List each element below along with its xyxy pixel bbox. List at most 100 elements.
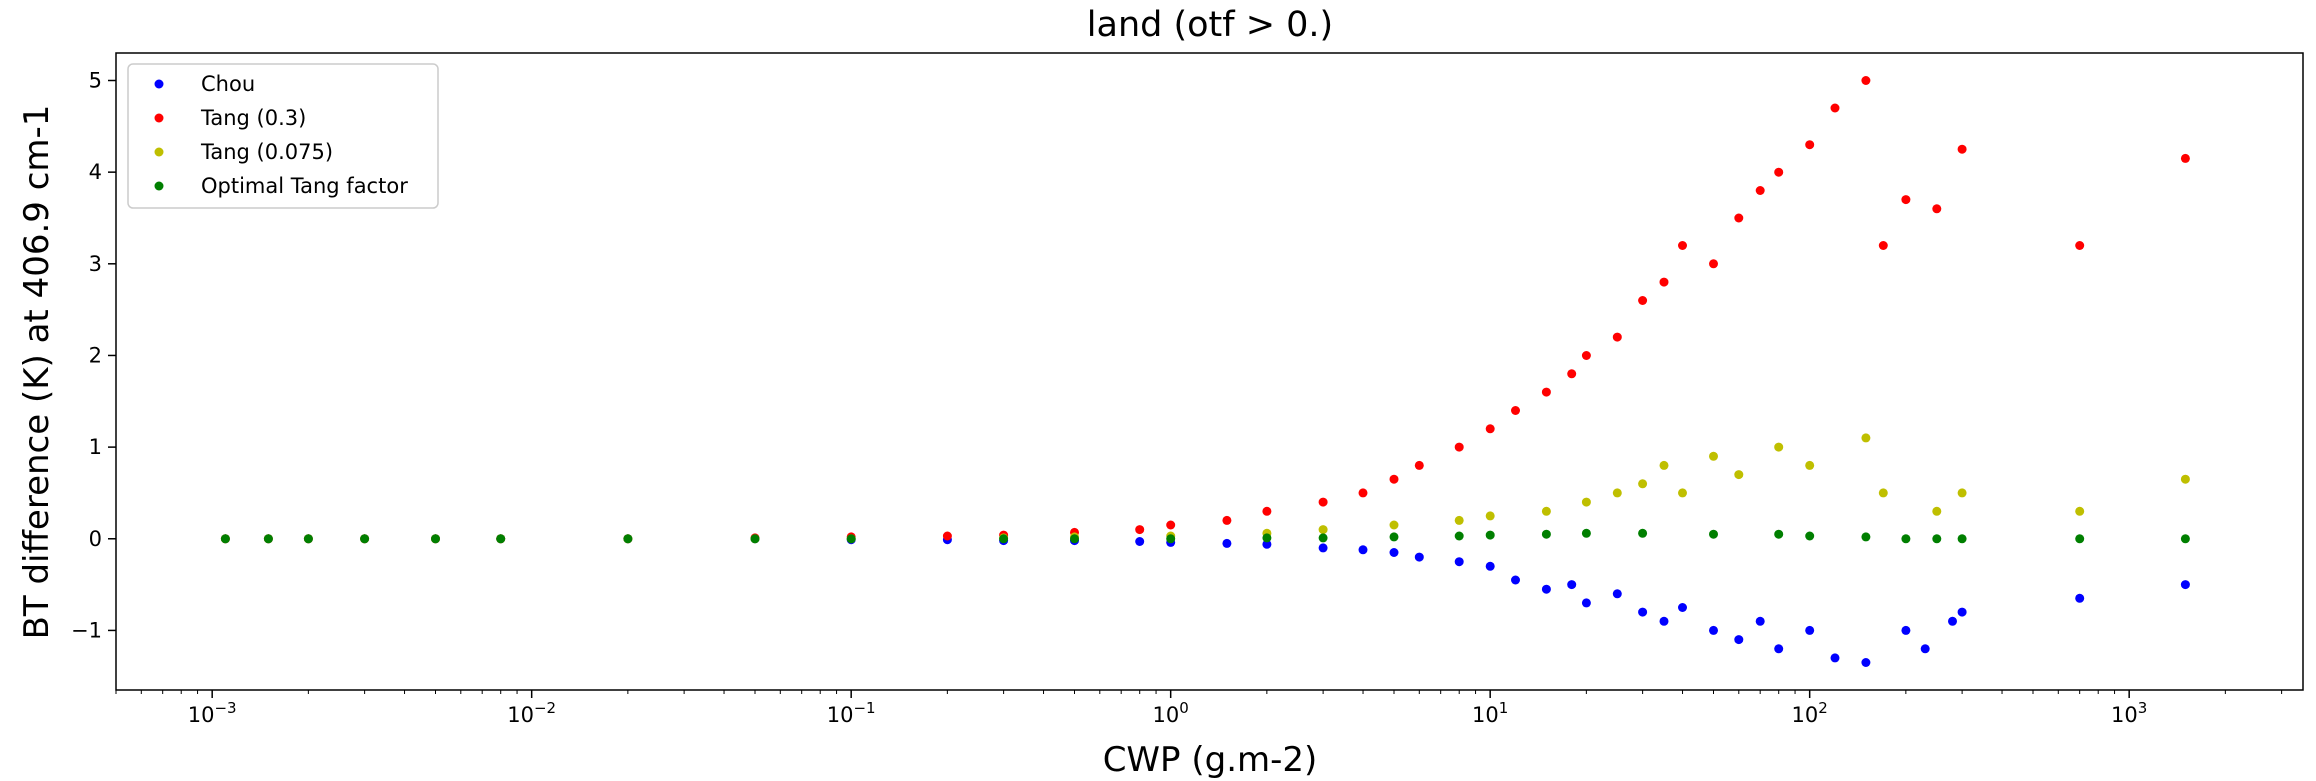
data-point — [1901, 195, 1911, 205]
legend-marker — [154, 113, 164, 123]
data-point — [1567, 369, 1577, 379]
legend-label: Tang (0.075) — [200, 140, 333, 164]
data-point — [1511, 406, 1520, 415]
data-point — [1541, 529, 1551, 539]
data-point — [1932, 204, 1942, 214]
data-point — [220, 534, 230, 544]
data-point — [1318, 497, 1328, 507]
legend-marker — [154, 79, 164, 89]
data-point — [1358, 488, 1368, 498]
data-point — [1389, 548, 1399, 557]
data-point — [1358, 545, 1368, 555]
data-point — [1678, 241, 1687, 250]
data-point — [431, 534, 440, 544]
data-point — [1581, 351, 1591, 360]
data-point — [1774, 644, 1784, 654]
data-point — [1659, 460, 1669, 470]
data-point — [1541, 387, 1551, 397]
data-point — [2180, 153, 2190, 163]
chart-title: land (otf > 0.) — [1087, 5, 1333, 45]
data-point — [1957, 607, 1967, 617]
data-point — [942, 531, 952, 541]
data-point — [1957, 534, 1967, 544]
data-point — [1485, 530, 1495, 540]
data-point — [1070, 534, 1079, 544]
y-tick-label: 0 — [89, 527, 102, 551]
data-point — [1581, 528, 1591, 538]
data-point — [263, 534, 273, 544]
x-axis-label: CWP (g.m-2) — [1103, 740, 1318, 780]
data-point — [1774, 167, 1784, 177]
data-point — [1755, 616, 1765, 626]
data-point — [1830, 103, 1840, 113]
data-point — [1932, 506, 1942, 516]
data-point — [2180, 474, 2190, 484]
x-axis: 10−3 10−2 10−1 100 101 102 103 — [115, 690, 2283, 727]
data-point — [1485, 561, 1495, 571]
data-point — [303, 534, 313, 544]
data-point — [1638, 607, 1648, 617]
data-point — [623, 534, 633, 544]
data-point — [2075, 534, 2085, 544]
data-point — [1262, 539, 1272, 549]
data-point — [1454, 557, 1464, 567]
data-point — [1318, 525, 1328, 535]
data-point — [1318, 533, 1328, 543]
data-point — [1861, 532, 1871, 542]
data-point — [1612, 488, 1622, 498]
data-points — [220, 76, 2190, 667]
data-point — [1389, 520, 1399, 530]
data-point — [1805, 625, 1815, 635]
data-point — [1135, 537, 1145, 546]
data-point — [1861, 433, 1871, 443]
data-point — [1678, 603, 1687, 612]
data-point — [1454, 531, 1464, 541]
data-point — [496, 534, 506, 544]
data-point — [1638, 479, 1648, 489]
y-axis-label: BT difference (K) at 406.9 cm-1 — [17, 105, 57, 640]
data-point — [1901, 534, 1911, 544]
x-tick-label: 100 — [1153, 699, 1189, 727]
data-point — [1454, 515, 1464, 525]
data-point — [1414, 460, 1424, 470]
data-point — [1709, 451, 1718, 461]
data-point — [1222, 538, 1232, 548]
data-point — [1414, 552, 1424, 562]
data-point — [1581, 497, 1591, 507]
data-point — [1318, 543, 1328, 553]
data-point — [2180, 580, 2190, 590]
data-point — [1454, 442, 1464, 452]
legend-marker — [154, 147, 164, 157]
legend-label: Chou — [201, 72, 255, 96]
y-axis: −1 0 1 2 3 4 5 — [71, 68, 116, 642]
data-point — [1709, 259, 1718, 269]
data-point — [1709, 529, 1718, 539]
data-point — [1511, 575, 1520, 585]
plot-frame — [115, 52, 2304, 691]
data-point — [999, 534, 1009, 544]
data-point — [1389, 532, 1399, 542]
x-tick-label: 10−3 — [188, 699, 237, 727]
data-point — [1755, 186, 1765, 195]
data-point — [1135, 525, 1145, 535]
legend-label: Optimal Tang factor — [201, 174, 408, 198]
y-tick-label: 5 — [89, 68, 102, 92]
data-point — [1932, 534, 1942, 544]
legend-marker — [154, 181, 164, 191]
data-point — [1901, 625, 1911, 635]
data-point — [1659, 616, 1669, 626]
data-point — [1166, 520, 1176, 530]
data-point — [1878, 488, 1888, 498]
data-point — [2075, 241, 2085, 250]
data-point — [1262, 533, 1272, 543]
data-point — [1638, 528, 1648, 538]
data-point — [1774, 442, 1784, 452]
legend-frame — [127, 63, 439, 209]
data-point — [1709, 625, 1718, 635]
data-point — [750, 534, 760, 544]
data-point — [1878, 241, 1888, 250]
y-tick-label: 3 — [89, 252, 102, 276]
data-point — [1678, 488, 1687, 498]
data-point — [1734, 213, 1744, 223]
